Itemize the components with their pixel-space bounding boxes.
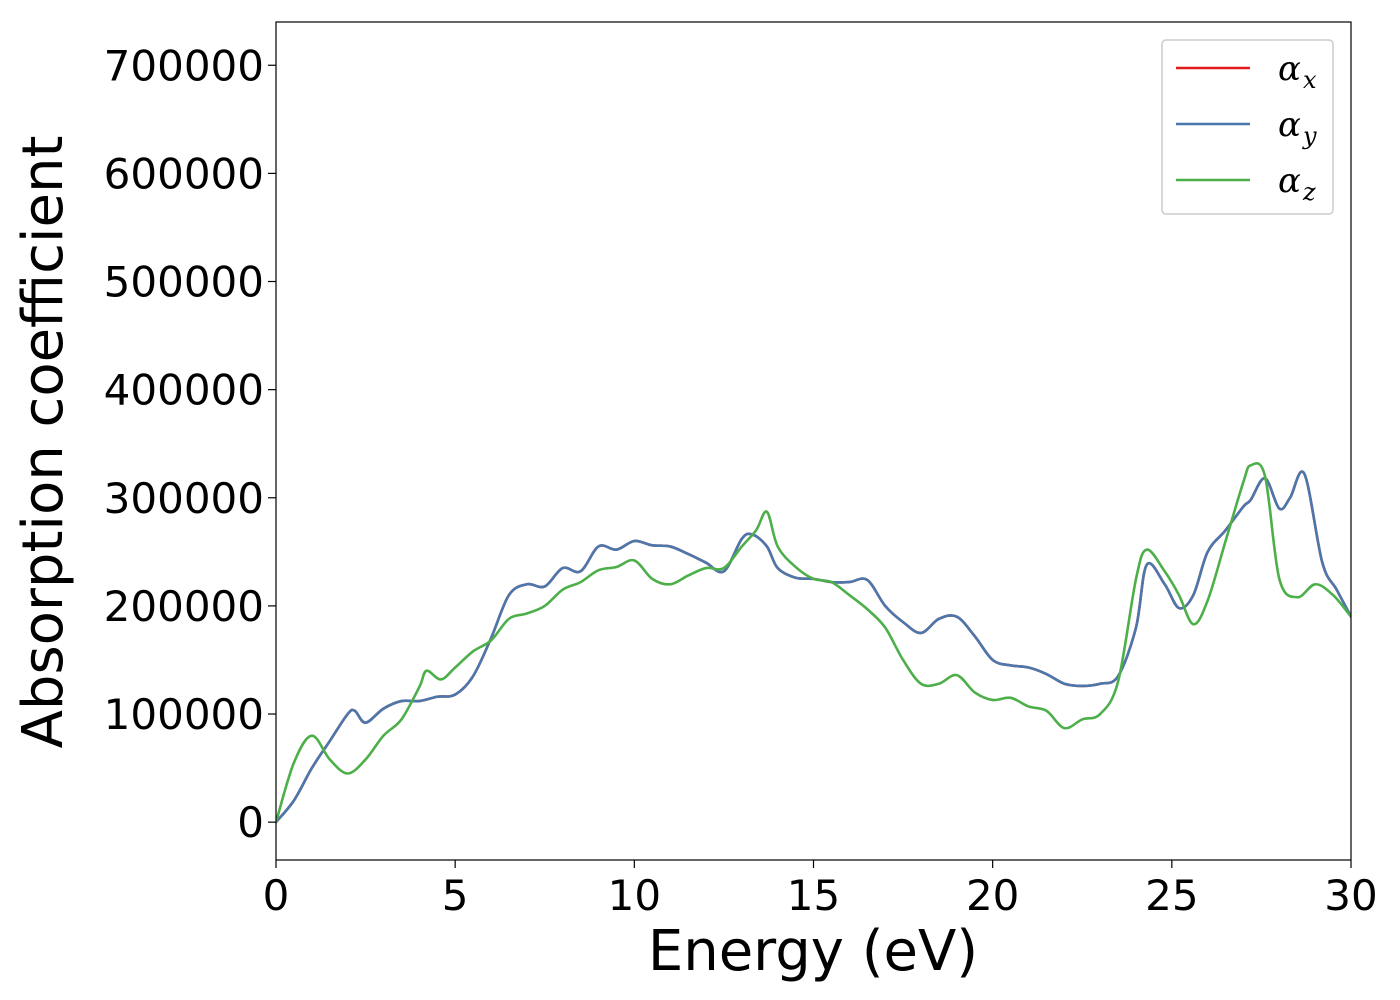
x-tick-label: 30 [1324, 871, 1377, 920]
y-tick-label: 300000 [104, 474, 264, 523]
plot-frame [275, 21, 1352, 861]
x-tick-label: 20 [966, 871, 1019, 920]
series-line-z [276, 462, 1351, 824]
y-tick-label: 200000 [104, 582, 264, 631]
y-tick-label: 600000 [104, 149, 264, 198]
y-tick-label: 500000 [104, 258, 264, 307]
legend-box [1161, 39, 1334, 215]
x-tick-label: 5 [442, 871, 469, 920]
series-line-x [276, 470, 1351, 824]
legend-label-x: αx [1278, 49, 1317, 94]
x-axis-ticks: 0 5 10 15 20 25 30 [263, 860, 1378, 920]
series-line-y [276, 470, 1351, 824]
y-tick-label: 0 [237, 798, 264, 847]
y-tick-label: 400000 [104, 366, 264, 415]
series-lines [276, 462, 1351, 824]
x-tick-label: 25 [1145, 871, 1198, 920]
x-tick-label: 0 [263, 871, 290, 920]
y-tick-label: 700000 [104, 41, 264, 90]
y-axis-label: Absorption coefficient [11, 136, 76, 749]
y-tick-label: 100000 [104, 690, 264, 739]
x-tick-label: 10 [608, 871, 661, 920]
y-axis-ticks: 0 100000 200000 300000 400000 500000 600000 700… [104, 41, 276, 847]
legend-label-y: αy [1278, 105, 1317, 150]
x-tick-label: 15 [787, 871, 840, 920]
x-axis-label: Energy (eV) [648, 919, 978, 984]
